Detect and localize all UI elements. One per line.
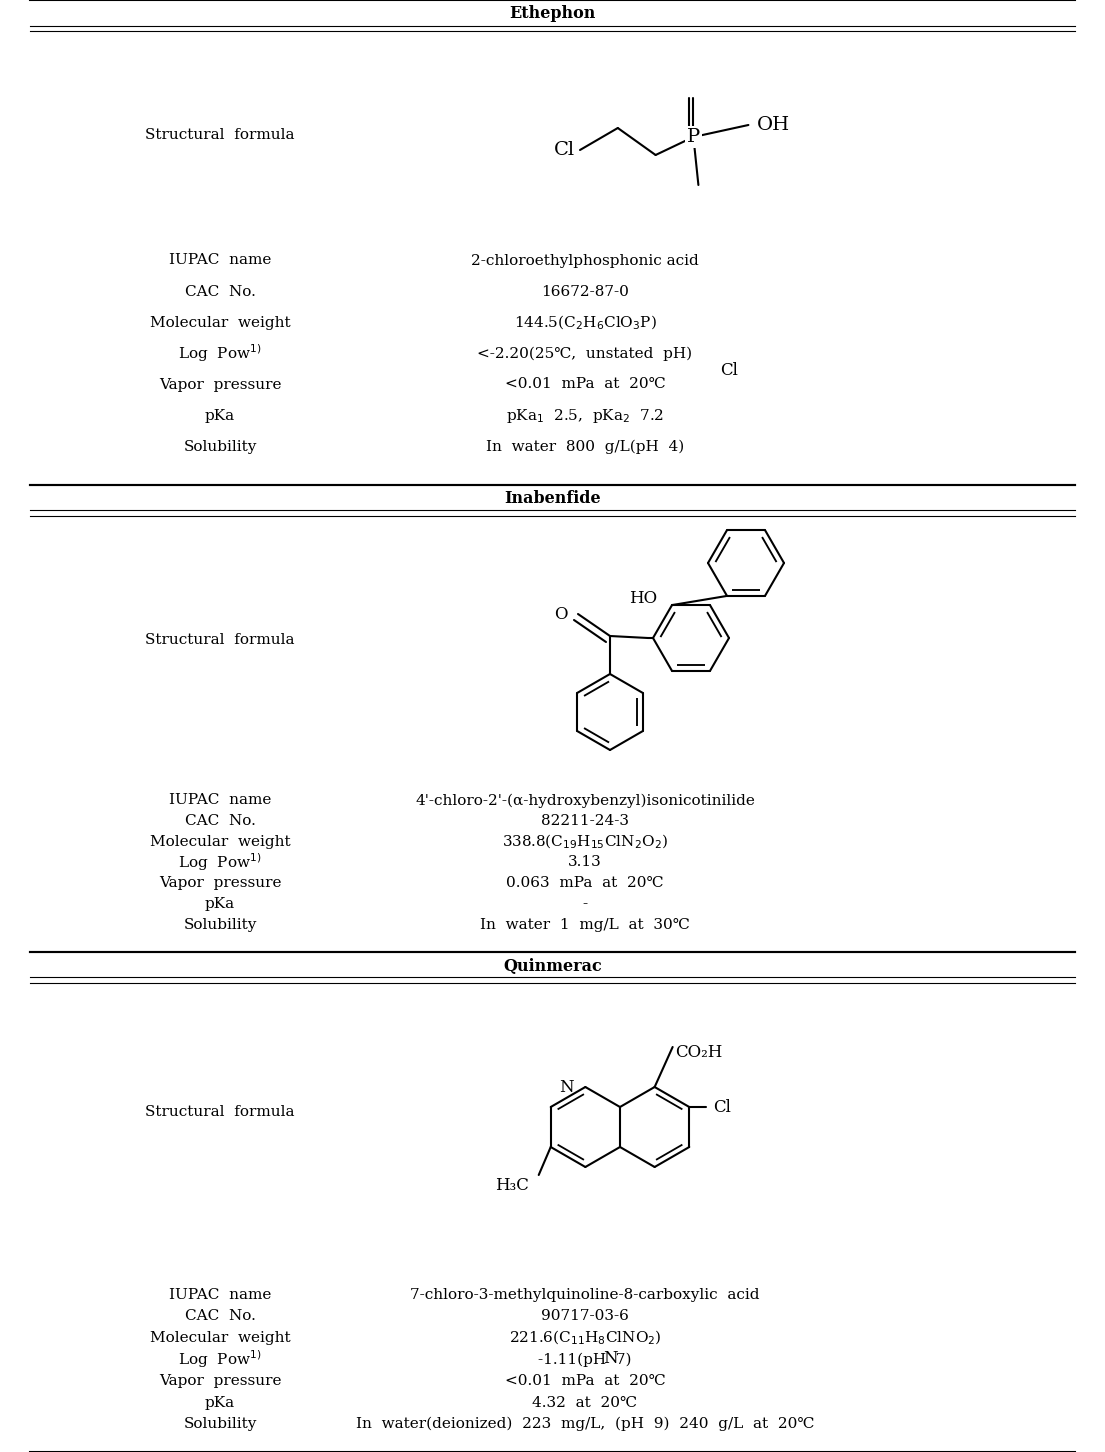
Text: In  water  1  mg/L  at  30℃: In water 1 mg/L at 30℃	[481, 918, 690, 932]
Text: Log  Pow$^{1)}$: Log Pow$^{1)}$	[178, 343, 262, 364]
Text: Cl: Cl	[714, 1099, 732, 1115]
Text: 82211-24-3: 82211-24-3	[541, 815, 629, 828]
Text: Molecular  weight: Molecular weight	[149, 315, 291, 330]
Text: N: N	[559, 1079, 573, 1095]
Text: pKa: pKa	[204, 408, 235, 423]
Text: pKa: pKa	[204, 1395, 235, 1410]
Text: Inabenfide: Inabenfide	[504, 491, 601, 508]
Text: 3.13: 3.13	[568, 855, 602, 870]
Text: CAC  No.: CAC No.	[185, 1310, 255, 1323]
Text: 4.32  at  20℃: 4.32 at 20℃	[533, 1395, 638, 1410]
Text: OH: OH	[757, 116, 790, 134]
Text: IUPAC  name: IUPAC name	[169, 1288, 271, 1302]
Text: CAC  No.: CAC No.	[185, 815, 255, 828]
Text: In  water  800  g/L(pH  4): In water 800 g/L(pH 4)	[486, 440, 684, 453]
Text: Cl: Cl	[720, 363, 738, 379]
Text: 0.063  mPa  at  20℃: 0.063 mPa at 20℃	[506, 876, 664, 890]
Text: 90717-03-6: 90717-03-6	[541, 1310, 629, 1323]
Text: pKa: pKa	[204, 897, 235, 910]
Text: P: P	[687, 128, 701, 147]
Text: IUPAC  name: IUPAC name	[169, 254, 271, 267]
Text: Structural  formula: Structural formula	[145, 1105, 295, 1119]
Text: 4'-chloro-2'-(α-hydroxybenzyl)isonicotinilide: 4'-chloro-2'-(α-hydroxybenzyl)isonicotin…	[415, 793, 755, 807]
Text: <0.01  mPa  at  20℃: <0.01 mPa at 20℃	[505, 378, 665, 392]
Text: Structural  formula: Structural formula	[145, 128, 295, 142]
Text: Cl: Cl	[554, 141, 575, 160]
Text: CO₂H: CO₂H	[675, 1044, 722, 1060]
Text: 221.6(C$_{11}$H$_8$ClNO$_2$): 221.6(C$_{11}$H$_8$ClNO$_2$)	[508, 1329, 662, 1347]
Text: Structural  formula: Structural formula	[145, 633, 295, 648]
Text: <-2.20(25℃,  unstated  pH): <-2.20(25℃, unstated pH)	[477, 347, 693, 360]
Text: 144.5(C$_2$H$_6$ClO$_3$P): 144.5(C$_2$H$_6$ClO$_3$P)	[514, 314, 656, 331]
Text: 16672-87-0: 16672-87-0	[541, 285, 629, 299]
Text: Molecular  weight: Molecular weight	[149, 835, 291, 849]
Text: OH: OH	[682, 0, 715, 3]
Text: Ethephon: Ethephon	[509, 6, 596, 22]
Text: In  water(deionized)  223  mg/L,  (pH  9)  240  g/L  at  20℃: In water(deionized) 223 mg/L, (pH 9) 240…	[356, 1417, 814, 1432]
Text: 7-chloro-3-methylquinoline-8-carboxylic  acid: 7-chloro-3-methylquinoline-8-carboxylic …	[410, 1288, 760, 1302]
Text: Vapor  pressure: Vapor pressure	[159, 876, 282, 890]
Text: -1.11(pH  7): -1.11(pH 7)	[538, 1352, 632, 1366]
Text: Vapor  pressure: Vapor pressure	[159, 1374, 282, 1388]
Text: 338.8(C$_{19}$H$_{15}$ClN$_2$O$_2$): 338.8(C$_{19}$H$_{15}$ClN$_2$O$_2$)	[502, 832, 669, 851]
Text: Log  Pow$^{1)}$: Log Pow$^{1)}$	[178, 852, 262, 873]
Text: CAC  No.: CAC No.	[185, 285, 255, 299]
Text: Vapor  pressure: Vapor pressure	[159, 378, 282, 392]
Text: -: -	[582, 897, 588, 910]
Text: Solubility: Solubility	[183, 1417, 256, 1432]
Text: O: O	[555, 605, 568, 623]
Text: N: N	[602, 1350, 618, 1366]
Text: Log  Pow$^{1)}$: Log Pow$^{1)}$	[178, 1349, 262, 1371]
Text: Solubility: Solubility	[183, 440, 256, 453]
Text: Quinmerac: Quinmerac	[503, 957, 602, 974]
Text: Solubility: Solubility	[183, 918, 256, 932]
Text: H₃C: H₃C	[495, 1176, 528, 1194]
Text: pKa$_1$  2.5,  pKa$_2$  7.2: pKa$_1$ 2.5, pKa$_2$ 7.2	[506, 407, 664, 424]
Text: HO: HO	[629, 590, 657, 607]
Text: 2-chloroethylphosphonic acid: 2-chloroethylphosphonic acid	[471, 254, 698, 267]
Text: IUPAC  name: IUPAC name	[169, 793, 271, 807]
Text: <0.01  mPa  at  20℃: <0.01 mPa at 20℃	[505, 1374, 665, 1388]
Text: Molecular  weight: Molecular weight	[149, 1331, 291, 1345]
